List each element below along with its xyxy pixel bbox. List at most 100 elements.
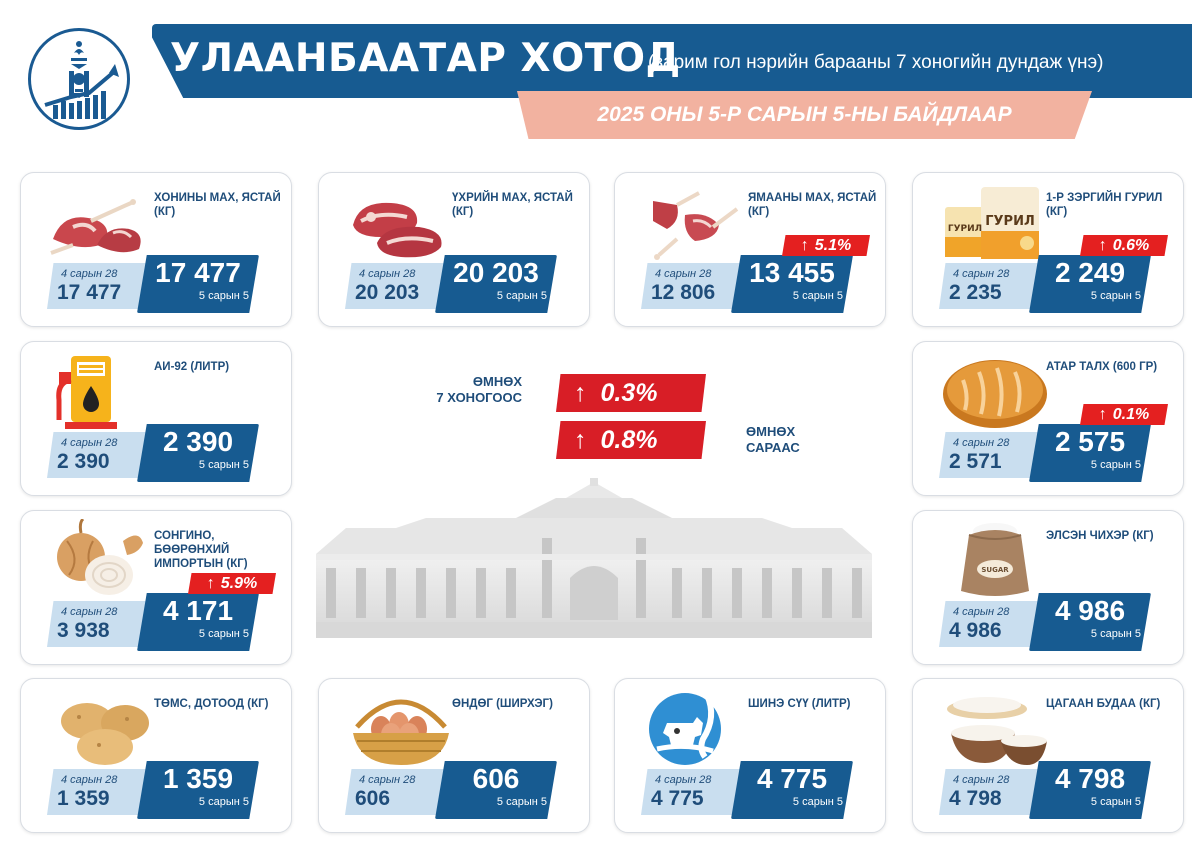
lamb-meat-icon xyxy=(43,181,161,263)
price-change-badge: ↑ 5.1% xyxy=(782,235,870,256)
government-palace-icon xyxy=(316,478,872,638)
previous-price: 606 xyxy=(355,787,391,810)
current-date: 5 сарын 5 xyxy=(1090,628,1141,640)
up-arrow-icon: ↑ xyxy=(1098,237,1107,254)
price-card: СОНГИНО, БӨӨРӨНХИЙ ИМПОРТЫН (КГ) 4 сарын … xyxy=(20,510,292,665)
previous-date: 4 сарын 28 xyxy=(953,606,1010,618)
item-name: АИ-92 (ЛИТР) xyxy=(154,361,230,373)
statistics-logo xyxy=(28,28,130,130)
current-price: 17 477 xyxy=(155,257,241,288)
current-date: 5 сарын 5 xyxy=(198,459,249,471)
price-change-value: 5.1% xyxy=(814,237,852,254)
current-price: 4 986 xyxy=(1054,595,1126,626)
item-name: СОНГИНО, БӨӨРӨНХИЙ ИМПОРТЫН (КГ) xyxy=(154,530,248,570)
price-change-badge: ↑ 0.1% xyxy=(1080,404,1168,425)
previous-price-box xyxy=(47,263,155,309)
previous-price: 2 571 xyxy=(949,450,1002,473)
current-date: 5 сарын 5 xyxy=(1090,459,1141,471)
item-name: ТӨМС, ДОТООД (КГ) xyxy=(154,698,269,710)
title-band xyxy=(152,24,1192,98)
price-card: ГУРИЛ ГУРИЛ 1-Р ЗЭРГИЙН ГУРИЛ (КГ) 4 сарын … xyxy=(912,172,1184,327)
current-price: 2 575 xyxy=(1054,426,1126,457)
current-price: 606 xyxy=(472,763,520,794)
previous-date: 4 сарын 28 xyxy=(61,268,118,280)
potato-icon xyxy=(43,687,161,769)
price-card: SUGAR ЭЛСЭН ЧИХЭР (КГ) 4 сарын 28 4 986 4 98… xyxy=(912,510,1184,665)
price-card: ТӨМС, ДОТООД (КГ) 4 сарын 28 1 359 1 359 5 с… xyxy=(20,678,292,833)
previous-date: 4 сарын 28 xyxy=(61,606,118,618)
sugar-sack-icon: SUGAR xyxy=(935,519,1053,601)
bread-icon xyxy=(935,350,1053,432)
price-card: АТАР ТАЛХ (600 ГР) 4 сарын 28 2 571 2 575 5 … xyxy=(912,341,1184,496)
up-arrow-icon: ↑ xyxy=(800,237,809,254)
previous-price: 4 986 xyxy=(949,619,1002,642)
price-card: ӨНДӨГ (ШИРХЭГ) 4 сарын 28 606 606 5 сарын 5 xyxy=(318,678,590,833)
previous-price: 17 477 xyxy=(57,281,122,304)
current-date: 5 сарын 5 xyxy=(496,290,547,302)
previous-price: 20 203 xyxy=(355,281,420,304)
previous-date: 4 сарын 28 xyxy=(953,437,1010,449)
current-price: 20 203 xyxy=(453,257,539,288)
week-label: ӨМНӨХ 7 ХОНОГООС xyxy=(428,374,522,406)
price-card: АИ-92 (ЛИТР) 4 сарын 28 2 390 2 390 5 сарын … xyxy=(20,341,292,496)
item-name: ХОНИНЫ МАХ, ЯСТАЙ (КГ) xyxy=(154,192,281,218)
price-card: ЯМААНЫ МАХ, ЯСТАЙ (КГ) 4 сарын 28 12 806 13… xyxy=(614,172,886,327)
current-price-box xyxy=(1029,593,1151,651)
previous-price: 1 359 xyxy=(57,787,110,810)
page-title: УЛААНБААТАР ХОТОД xyxy=(170,36,681,81)
current-price-box xyxy=(435,255,557,313)
previous-price: 12 806 xyxy=(651,281,716,304)
previous-price: 4 775 xyxy=(651,787,704,810)
item-name: АТАР ТАЛХ (600 ГР) xyxy=(1046,361,1158,373)
item-name: ЯМААНЫ МАХ, ЯСТАЙ (КГ) xyxy=(748,192,877,218)
current-price: 2 249 xyxy=(1054,257,1126,288)
soyombo-chart-icon xyxy=(35,35,123,123)
fuel-pump-icon xyxy=(43,350,161,432)
current-price-box xyxy=(137,424,259,482)
previous-price-box xyxy=(47,432,155,478)
price-change-value: 0.6% xyxy=(1112,237,1150,254)
current-price-box xyxy=(1029,761,1151,819)
previous-price-box xyxy=(47,769,155,815)
price-card: ХОНИНЫ МАХ, ЯСТАЙ (КГ) 4 сарын 28 17 477 17… xyxy=(20,172,292,327)
previous-date: 4 сарын 28 xyxy=(655,774,712,786)
month-label-line1: ӨМНӨХ xyxy=(746,424,796,439)
goat-meat-icon xyxy=(637,181,755,263)
week-label-line2: 7 ХОНОГООС xyxy=(436,390,522,405)
up-arrow-icon: ↑ xyxy=(574,379,587,407)
previous-date: 4 сарын 28 xyxy=(61,437,118,449)
flour-label-small: ГУРИЛ xyxy=(948,224,982,234)
current-price-box xyxy=(731,255,853,313)
price-card: ҮХРИЙН МАХ, ЯСТАЙ (КГ) 4 сарын 28 20 203 20… xyxy=(318,172,590,327)
previous-price-box xyxy=(939,601,1047,647)
current-price-box xyxy=(1029,255,1151,313)
current-price-box xyxy=(137,761,259,819)
current-date: 5 сарын 5 xyxy=(198,796,249,808)
page-subtitle: (зарим гол нэрийн барааны 7 хоногийн дун… xyxy=(648,52,1104,73)
up-arrow-icon: ↑ xyxy=(206,575,215,592)
current-date: 5 сарын 5 xyxy=(496,796,547,808)
current-price-box xyxy=(435,761,557,819)
previous-date: 4 сарын 28 xyxy=(61,774,118,786)
current-price-box xyxy=(137,593,259,651)
item-name: ШИНЭ СҮҮ (ЛИТР) xyxy=(748,698,851,710)
previous-price-box xyxy=(345,769,453,815)
up-arrow-icon: ↑ xyxy=(1098,406,1107,423)
current-date: 5 сарын 5 xyxy=(1090,290,1141,302)
rice-bowl-icon xyxy=(935,687,1053,769)
item-name: ҮХРИЙН МАХ, ЯСТАЙ (КГ) xyxy=(452,192,573,218)
previous-price-box xyxy=(345,263,453,309)
up-arrow-icon: ↑ xyxy=(574,426,587,454)
onion-icon xyxy=(43,517,161,601)
previous-price: 2 390 xyxy=(57,450,110,473)
current-price-box xyxy=(731,761,853,819)
item-name: 1-Р ЗЭРГИЙН ГУРИЛ (КГ) xyxy=(1046,192,1163,218)
price-change-value: 5.9% xyxy=(220,575,258,592)
item-name: ЭЛСЭН ЧИХЭР (КГ) xyxy=(1046,530,1154,542)
item-name: ЦАГААН БУДАА (КГ) xyxy=(1046,698,1161,710)
price-change-value: 0.1% xyxy=(1112,406,1150,423)
current-date: 5 сарын 5 xyxy=(198,628,249,640)
current-price: 2 390 xyxy=(162,426,234,457)
previous-date: 4 сарын 28 xyxy=(359,774,416,786)
previous-price-box xyxy=(939,769,1047,815)
